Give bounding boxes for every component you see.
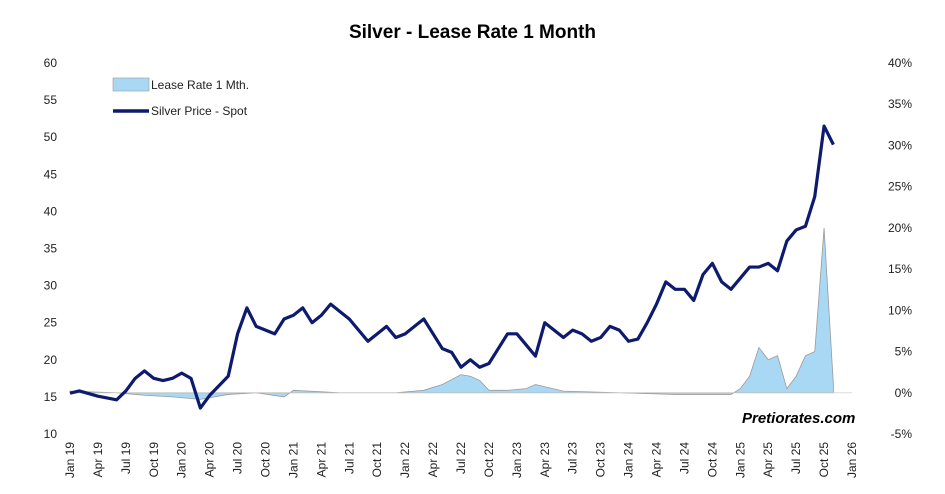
x-axis-tick-label: Jan 22	[398, 442, 412, 478]
x-axis-tick-label: Oct 23	[594, 442, 608, 478]
right-axis-tick-label: 20%	[888, 221, 912, 235]
legend-label-lease-rate: Lease Rate 1 Mth.	[151, 78, 249, 92]
left-axis-tick-label: 35	[44, 242, 58, 256]
x-axis-tick-label: Oct 21	[370, 442, 384, 478]
x-axis-tick-label: Jan 24	[622, 442, 636, 478]
x-axis-tick-label: Jan 26	[845, 442, 859, 478]
x-axis-tick-label: Jan 19	[63, 442, 77, 478]
x-axis-tick-label: Jan 25	[733, 442, 747, 478]
chart-title: Silver - Lease Rate 1 Month	[348, 22, 597, 43]
left-axis-tick-label: 15	[44, 390, 58, 404]
x-axis-tick-label: Jul 25	[789, 442, 803, 474]
right-axis-tick-label: 30%	[888, 138, 912, 152]
left-axis-tick-label: 60	[44, 56, 58, 70]
left-axis-tick-label: 50	[44, 130, 58, 144]
right-axis-tick-label: 10%	[888, 303, 912, 317]
watermark: Pretiorates.com	[742, 410, 856, 427]
right-axis-tick-label: 25%	[888, 180, 912, 194]
legend-swatch-lease-rate	[112, 77, 150, 92]
x-axis-tick-label: Apr 19	[91, 442, 105, 478]
right-axis-tick-label: -5%	[891, 427, 913, 441]
x-axis-tick-label: Apr 25	[761, 442, 775, 478]
x-axis-tick-label: Jul 24	[677, 442, 691, 474]
x-axis-tick-label: Apr 21	[314, 442, 328, 478]
left-axis-tick-label: 20	[44, 353, 58, 367]
x-axis-tick-label: Oct 24	[705, 442, 719, 478]
right-axis-tick-label: 40%	[888, 56, 912, 70]
x-axis-tick-label: Jul 20	[231, 442, 245, 474]
x-axis-tick-label: Jan 20	[175, 442, 189, 478]
x-axis-tick-label: Apr 24	[650, 442, 664, 478]
x-axis-tick-label: Apr 20	[203, 442, 217, 478]
left-axis-tick-label: 30	[44, 279, 58, 293]
x-axis-tick-label: Jan 23	[510, 442, 524, 478]
left-axis-tick-label: 45	[44, 167, 58, 181]
right-axis-tick-label: 35%	[888, 97, 912, 111]
x-axis-tick-label: Jul 23	[566, 442, 580, 474]
x-axis-tick-label: Apr 23	[538, 442, 552, 478]
x-axis-tick-label: Oct 19	[147, 442, 161, 478]
right-axis-tick-label: 0%	[895, 386, 913, 400]
right-axis-tick-label: 15%	[888, 262, 912, 276]
left-axis-tick-label: 10	[44, 427, 58, 441]
x-axis-tick-label: Apr 22	[426, 442, 440, 478]
right-axis-tick-label: 5%	[895, 345, 913, 359]
x-axis-tick-label: Jan 21	[286, 442, 300, 478]
x-axis-tick-label: Jul 19	[119, 442, 133, 474]
series-silver-price-line	[69, 124, 835, 410]
x-axis-tick-label: Oct 20	[259, 442, 273, 478]
x-axis-tick-label: Oct 22	[482, 442, 496, 478]
legend-label-silver-price: Silver Price - Spot	[151, 104, 248, 118]
series-lease-rate-area	[69, 227, 834, 400]
left-axis-tick-label: 40	[44, 204, 58, 218]
left-axis-tick-label: 25	[44, 316, 58, 330]
left-axis-tick-label: 55	[44, 93, 58, 107]
x-axis-tick-label: Jul 22	[454, 442, 468, 474]
x-axis-tick-label: Oct 25	[817, 442, 831, 478]
x-axis-tick-label: Jul 21	[342, 442, 356, 474]
